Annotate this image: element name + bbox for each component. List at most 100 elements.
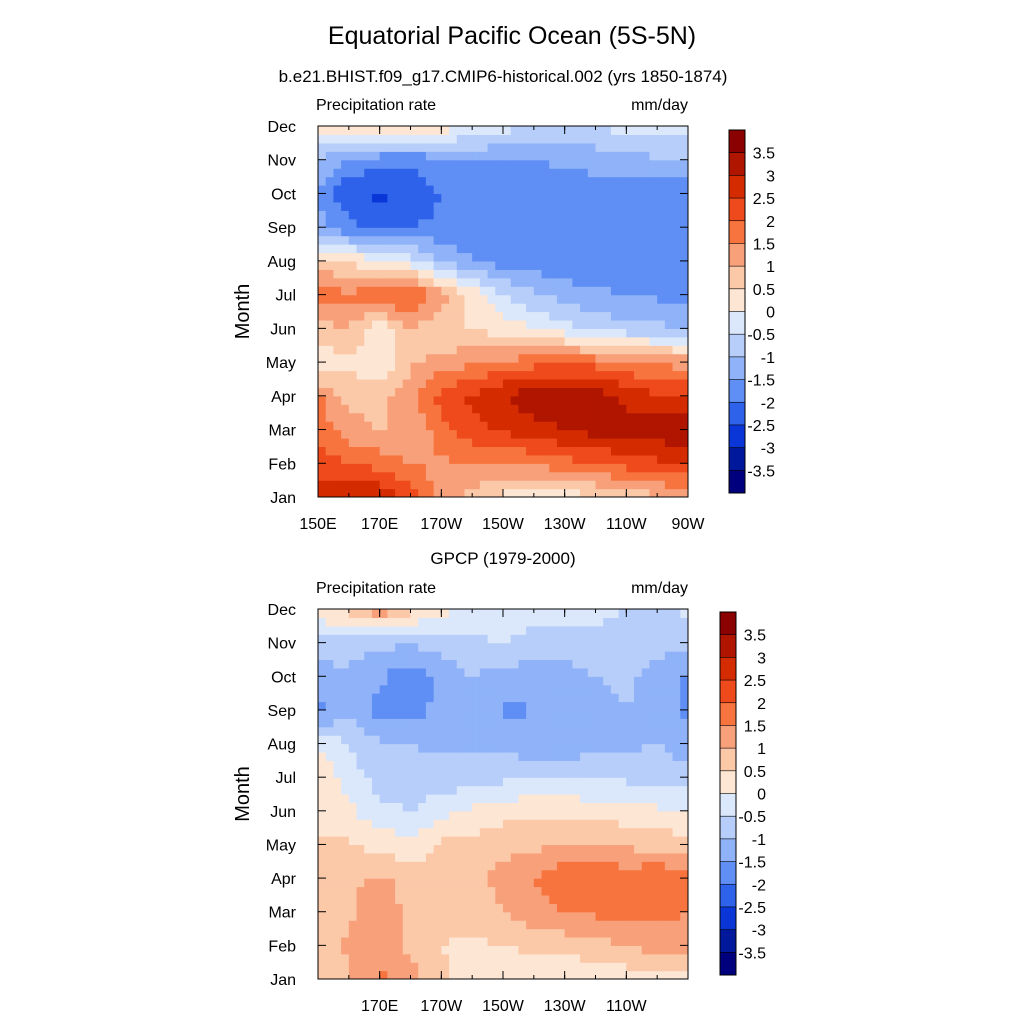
heatmap-cell [510, 159, 520, 169]
heatmap-cell [418, 869, 427, 879]
heatmap-cell [356, 429, 365, 439]
heatmap-cell [657, 252, 666, 262]
heatmap-cell [549, 861, 558, 871]
heatmap-cell [587, 911, 597, 921]
heatmap-cell [495, 185, 504, 195]
heatmap-cell [533, 794, 543, 804]
heatmap-cell [456, 353, 466, 363]
heatmap-cell [626, 471, 635, 481]
heatmap-cell [518, 726, 527, 736]
heatmap-cell [672, 370, 681, 380]
heatmap-cell [618, 726, 627, 736]
heatmap-cell [479, 328, 489, 338]
heatmap-cell [564, 609, 573, 619]
heatmap-cell [610, 768, 620, 778]
heatmap-cell [325, 836, 335, 846]
heatmap-cell [641, 429, 651, 439]
heatmap-cell [610, 785, 620, 795]
heatmap-cell [641, 151, 651, 161]
heatmap-cell [479, 751, 489, 761]
heatmap-cell [603, 861, 612, 871]
heatmap-cell [541, 421, 550, 431]
heatmap-cell [441, 751, 450, 761]
heatmap-cell [556, 651, 566, 661]
heatmap-cell [333, 903, 342, 913]
heatmap-cell [572, 760, 581, 770]
heatmap-cell [333, 617, 342, 627]
heatmap-cell [680, 429, 688, 439]
heatmap-cell [556, 962, 566, 972]
heatmap-cell [549, 454, 558, 464]
heatmap-cell [672, 176, 681, 186]
heatmap-cell [541, 151, 550, 161]
heatmap-cell [610, 743, 620, 753]
heatmap-cell [526, 609, 535, 619]
heatmap-cell [533, 827, 543, 837]
heatmap-cell [371, 945, 381, 955]
heatmap-cell [626, 827, 635, 837]
heatmap-cell [556, 810, 566, 820]
heatmap-cell [371, 819, 381, 829]
heatmap-cell [603, 193, 612, 203]
heatmap-cell [603, 735, 612, 745]
heatmap-cell [603, 421, 612, 431]
heatmap-cell [680, 353, 688, 363]
heatmap-cell [510, 480, 520, 490]
heatmap-cell [425, 634, 435, 644]
heatmap-cell [649, 785, 658, 795]
heatmap-cell [402, 454, 412, 464]
heatmap-cell [464, 429, 473, 439]
heatmap-cell [433, 336, 442, 346]
heatmap-cell [464, 886, 473, 896]
heatmap-cell [657, 151, 666, 161]
heatmap-cell [549, 718, 558, 728]
heatmap-cell [664, 802, 674, 812]
heatmap-cell [395, 726, 404, 736]
heatmap-cell [680, 970, 688, 979]
heatmap-cell [318, 625, 327, 635]
heatmap-cell [587, 768, 597, 778]
heatmap-cell [626, 244, 635, 254]
heatmap-cell [325, 235, 335, 245]
panel-title: b.e21.BHIST.f09_g17.CMIP6-historical.002… [279, 67, 728, 86]
heatmap-cell [402, 684, 412, 694]
heatmap-cell [325, 642, 335, 652]
heatmap-cell [333, 252, 342, 262]
heatmap-cell [379, 709, 388, 719]
heatmap-cell [541, 920, 550, 930]
y-axis-label: Month [232, 284, 254, 340]
heatmap-cell [418, 743, 427, 753]
heatmap-cell [610, 370, 620, 380]
heatmap-cell [449, 676, 458, 686]
heatmap-cell [518, 785, 527, 795]
heatmap-cell [456, 684, 466, 694]
heatmap-cell [379, 404, 388, 414]
heatmap-cell [572, 768, 581, 778]
heatmap-cell [510, 953, 520, 963]
heatmap-cell [449, 151, 458, 161]
colorbar-box [729, 311, 745, 335]
heatmap-cell [649, 634, 658, 644]
heatmap-cell [449, 404, 458, 414]
heatmap-cell [533, 894, 543, 904]
heatmap-cell [487, 928, 496, 938]
heatmap-cell [641, 201, 651, 211]
heatmap-cell [348, 395, 358, 405]
heatmap-cell [503, 768, 512, 778]
heatmap-cell [572, 625, 581, 635]
heatmap-cell [587, 421, 597, 431]
heatmap-cell [348, 676, 358, 686]
heatmap-cell [595, 193, 604, 203]
heatmap-cell [564, 269, 573, 279]
heatmap-cell [510, 810, 520, 820]
heatmap-cell [341, 311, 350, 321]
heatmap-cell [487, 735, 496, 745]
heatmap-cell [371, 852, 381, 862]
colorbar-label: 2.5 [744, 673, 766, 690]
heatmap-cell [510, 617, 520, 627]
heatmap-cell [333, 454, 342, 464]
heatmap-cell [449, 294, 458, 304]
heatmap-cell [456, 395, 466, 405]
heatmap-cell [510, 894, 520, 904]
heatmap-cell [472, 634, 481, 644]
